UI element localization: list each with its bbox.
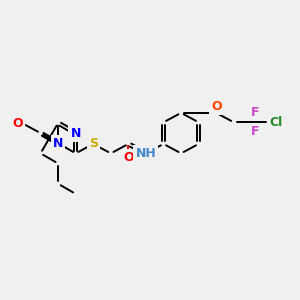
Text: Cl: Cl bbox=[269, 116, 282, 129]
Text: N: N bbox=[53, 137, 63, 150]
Text: NH: NH bbox=[136, 147, 156, 160]
Text: O: O bbox=[12, 117, 23, 130]
Text: F: F bbox=[251, 125, 260, 138]
Text: F: F bbox=[251, 106, 260, 119]
Text: S: S bbox=[89, 137, 98, 150]
Text: N: N bbox=[70, 127, 81, 140]
Text: O: O bbox=[123, 151, 134, 164]
Text: O: O bbox=[211, 100, 221, 113]
